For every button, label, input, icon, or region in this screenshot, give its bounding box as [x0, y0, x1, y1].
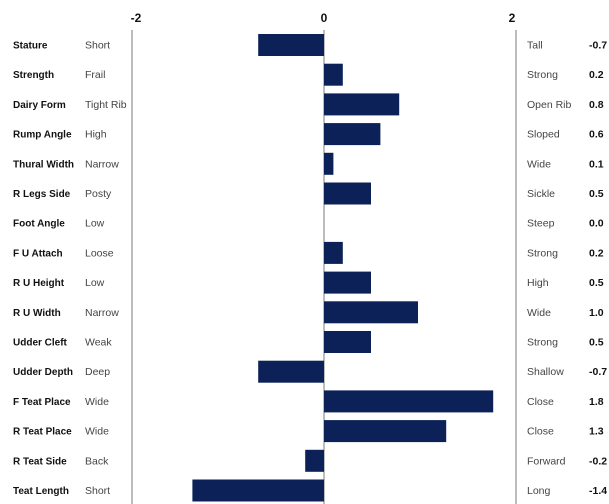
trait-bar [192, 479, 324, 502]
trait-label: R U Width [13, 308, 61, 319]
low-descriptor: Back [85, 455, 109, 467]
trait-bar [324, 152, 334, 175]
low-descriptor: Loose [85, 247, 114, 259]
trait-bar [324, 93, 400, 116]
trait-label: F U Attach [13, 248, 63, 259]
tick-label: -2 [131, 11, 142, 25]
high-descriptor: Sickle [527, 188, 555, 200]
low-descriptor: Narrow [85, 158, 119, 170]
trait-bar [324, 390, 494, 413]
trait-label: Thural Width [13, 159, 74, 170]
value-label: -0.7 [589, 366, 607, 378]
trait-label: Udder Depth [13, 367, 73, 378]
trait-label: Udder Cleft [13, 338, 68, 349]
trait-bar [324, 63, 343, 86]
value-label: 0.2 [589, 247, 604, 259]
trait-bar [258, 34, 324, 56]
low-descriptor: Narrow [85, 307, 119, 319]
trait-label: Rump Angle [13, 130, 72, 141]
trait-label: R Teat Side [13, 456, 67, 467]
high-descriptor: Close [527, 396, 554, 408]
low-descriptor: Posty [85, 188, 112, 200]
value-label: 0.0 [589, 218, 604, 230]
trait-label: R U Height [13, 278, 65, 289]
high-descriptor: Long [527, 485, 551, 497]
trait-label: Strength [13, 70, 54, 81]
value-label: 1.0 [589, 307, 604, 319]
trait-label: F Teat Place [13, 397, 71, 408]
high-descriptor: Sloped [527, 129, 560, 141]
trait-bar [258, 360, 324, 383]
high-descriptor: Tall [527, 40, 543, 52]
high-descriptor: High [527, 277, 549, 289]
low-descriptor: Wide [85, 396, 109, 408]
value-label: -0.2 [589, 455, 607, 467]
trait-bar [324, 123, 381, 146]
value-label: 1.3 [589, 426, 604, 438]
tick-label: 0 [321, 11, 328, 25]
trait-label: R Teat Place [13, 427, 72, 438]
low-descriptor: Weak [85, 337, 112, 349]
value-label: 0.5 [589, 188, 604, 200]
high-descriptor: Open Rib [527, 99, 572, 111]
value-label: 0.6 [589, 129, 604, 141]
value-label: -1.4 [589, 485, 607, 497]
low-descriptor: Short [85, 485, 110, 497]
low-descriptor: Low [85, 277, 105, 289]
low-descriptor: Frail [85, 69, 105, 81]
trait-bar [324, 182, 371, 205]
high-descriptor: Steep [527, 218, 555, 230]
value-label: 0.5 [589, 337, 604, 349]
value-label: 0.8 [589, 99, 604, 111]
high-descriptor: Close [527, 426, 554, 438]
trait-bar [324, 301, 418, 324]
low-descriptor: Wide [85, 426, 109, 438]
high-descriptor: Strong [527, 337, 558, 349]
trait-label: Foot Angle [13, 219, 65, 230]
low-descriptor: Tight Rib [85, 99, 127, 111]
value-label: 0.1 [589, 158, 604, 170]
trait-bar [324, 331, 371, 353]
value-label: -0.7 [589, 40, 607, 52]
low-descriptor: Deep [85, 366, 110, 378]
low-descriptor: Short [85, 40, 110, 52]
value-label: 1.8 [589, 396, 604, 408]
trait-bar [324, 241, 343, 264]
low-descriptor: Low [85, 218, 105, 230]
trait-bar [305, 449, 324, 472]
high-descriptor: Strong [527, 247, 558, 259]
high-descriptor: Shallow [527, 366, 564, 378]
low-descriptor: High [85, 129, 107, 141]
tick-label: 2 [509, 11, 516, 25]
high-descriptor: Wide [527, 158, 551, 170]
value-label: 0.2 [589, 69, 604, 81]
value-label: 0.5 [589, 277, 604, 289]
high-descriptor: Forward [527, 455, 566, 467]
high-descriptor: Strong [527, 69, 558, 81]
trait-bar [324, 271, 371, 294]
trait-bar [324, 420, 447, 443]
high-descriptor: Wide [527, 307, 551, 319]
trait-label: Teat Length [13, 486, 69, 497]
trait-label: Stature [13, 41, 48, 52]
trait-label: Dairy Form [13, 100, 66, 111]
trait-label: R Legs Side [13, 189, 71, 200]
